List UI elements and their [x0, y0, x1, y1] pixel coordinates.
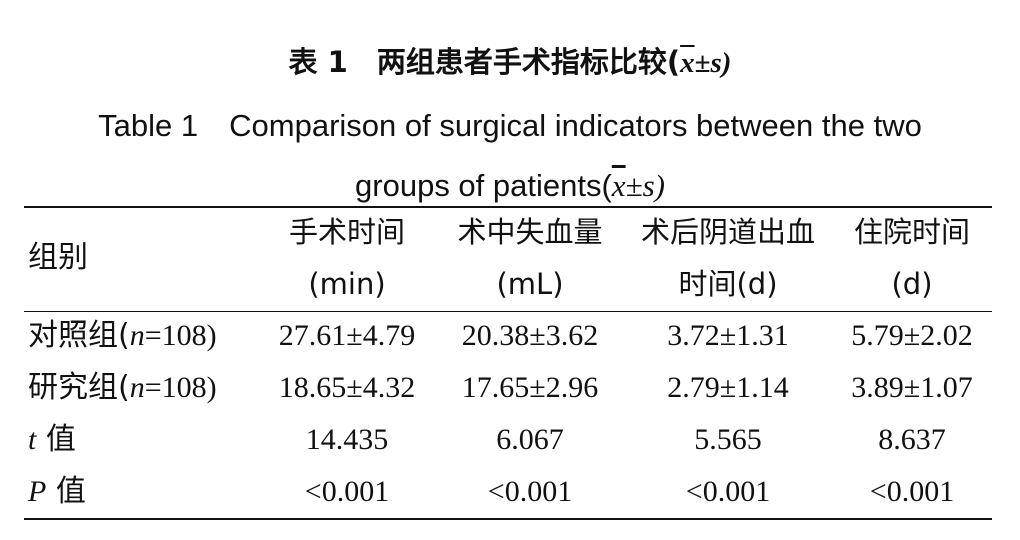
row-label-study-n: n — [129, 371, 145, 404]
table-cell: 8.637 — [878, 423, 946, 456]
title-en-xbar: x — [611, 168, 626, 203]
table-cell: 27.61±4.79 — [278, 319, 416, 352]
table-cell: 5.79±2.02 — [851, 319, 973, 352]
row-label-control-prefix: 对照组( — [28, 318, 130, 353]
table-top-rule — [24, 206, 992, 208]
row-label-p-value: P 值 — [28, 472, 86, 512]
column-header-operation-time-unit: (min) — [308, 267, 386, 301]
title-en-suffix: ±s) — [625, 168, 665, 203]
table-cell: 6.067 — [496, 423, 564, 456]
column-header-blood-loss: 术中失血量 — [457, 215, 603, 249]
column-header-blood-loss-unit: (mL) — [496, 267, 564, 301]
table-bottom-rule — [24, 518, 992, 520]
column-header-vaginal-bleeding-unit: 时间(d) — [678, 267, 778, 301]
table-header-rule — [24, 311, 992, 312]
table-cell: <0.001 — [869, 475, 955, 508]
title-en-line2: groups of patients(x±s) — [0, 156, 1020, 216]
table-cell: 2.79±1.14 — [667, 371, 789, 404]
title-en-line1: Table 1 Comparison of surgical indicator… — [98, 108, 922, 143]
row-label-control-suffix: =108) — [144, 319, 217, 352]
column-header-vaginal-bleeding: 术后阴道出血 — [640, 215, 816, 249]
table-cell: 20.38±3.62 — [461, 319, 599, 352]
table-cell: <0.001 — [304, 475, 390, 508]
table-title-chinese: 表 1 两组患者手术指标比较(x±s) — [0, 40, 1020, 85]
column-header-hospital-stay: 住院时间 — [853, 215, 971, 249]
row-label-control: 对照组(n=108) — [28, 316, 217, 356]
table-cell: 5.565 — [694, 423, 762, 456]
table-cell: 3.72±1.31 — [667, 319, 789, 352]
row-label-t-symbol: t — [28, 423, 37, 456]
title-en-line2-prefix: groups of patients( — [355, 168, 612, 203]
column-header-operation-time: 手术时间 — [288, 215, 406, 249]
row-label-p-symbol: P — [28, 475, 47, 508]
table-cell: 17.65±2.96 — [461, 371, 599, 404]
group-column-header: 组别 — [28, 240, 88, 275]
table-title-english: Table 1 Comparison of surgical indicator… — [0, 96, 1020, 216]
row-label-study: 研究组(n=108) — [28, 368, 217, 408]
row-label-study-prefix: 研究组( — [28, 370, 130, 405]
title-cn-xbar: x — [680, 47, 695, 79]
table-cell: 3.89±1.07 — [851, 371, 973, 404]
row-label-control-n: n — [129, 319, 145, 352]
row-label-p-suffix: 值 — [46, 474, 86, 509]
table-cell: <0.001 — [685, 475, 771, 508]
table-cell: 14.435 — [305, 423, 389, 456]
row-label-t-value: t 值 — [28, 420, 76, 460]
title-cn-prefix: 表 1 两组患者手术指标比较( — [288, 45, 681, 79]
column-header-hospital-stay-unit: (d) — [891, 267, 933, 301]
table-cell: 18.65±4.32 — [278, 371, 416, 404]
title-cn-suffix: ±s) — [694, 47, 732, 79]
row-label-study-suffix: =108) — [144, 371, 217, 404]
table-cell: <0.001 — [487, 475, 573, 508]
row-label-t-suffix: 值 — [36, 422, 76, 457]
